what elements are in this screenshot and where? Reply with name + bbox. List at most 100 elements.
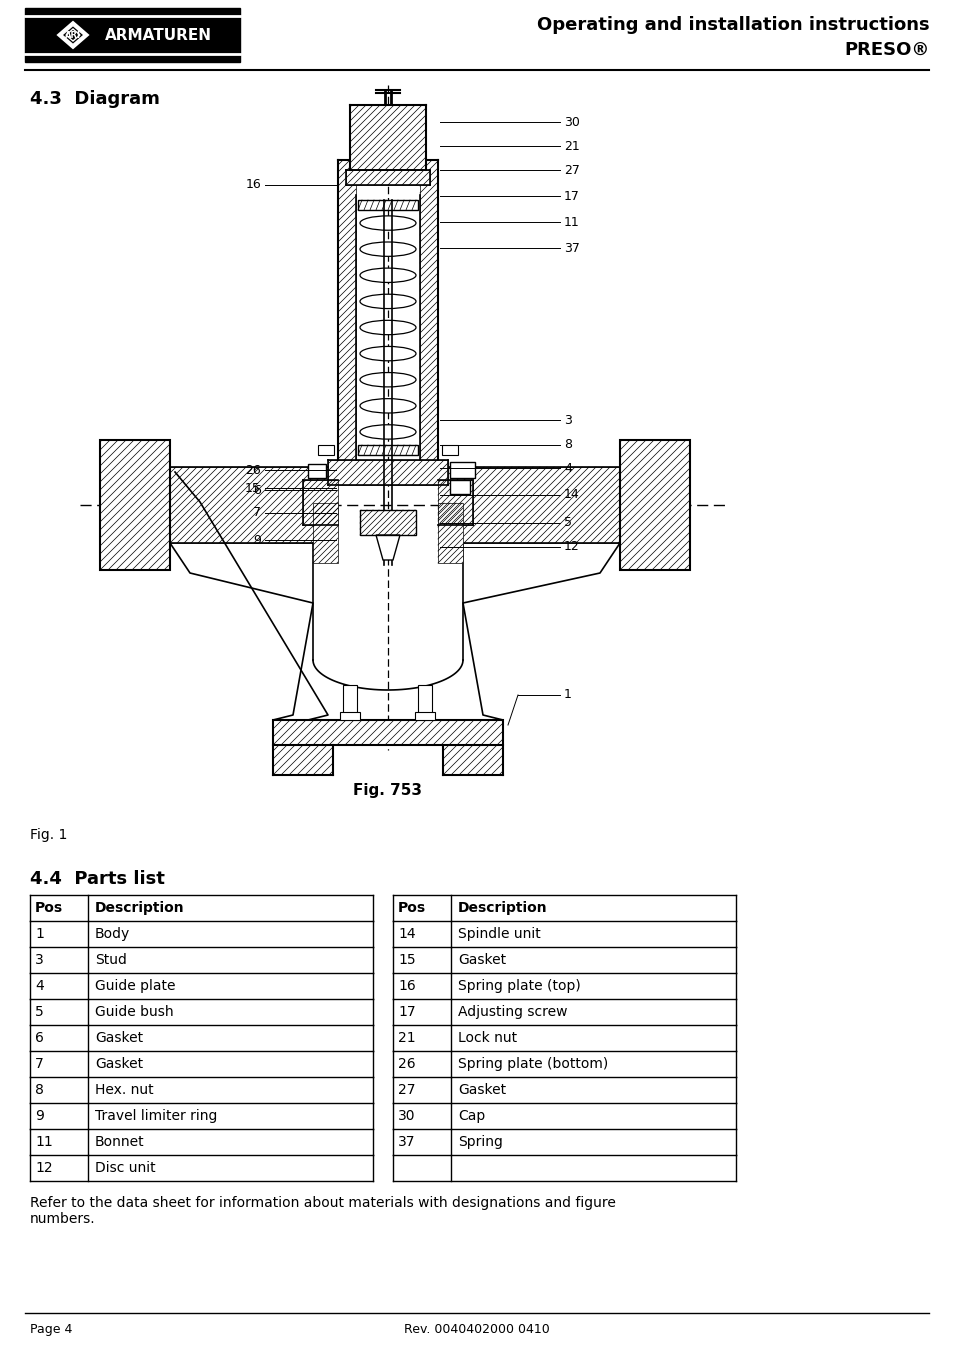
Text: 12: 12 [563,540,579,554]
Bar [313,503,337,563]
Text: Fig. 753: Fig. 753 [354,782,422,797]
Ellipse shape [359,320,416,335]
Bar [450,480,470,494]
Bar [273,720,502,744]
Text: Spring plate (bottom): Spring plate (bottom) [457,1056,608,1071]
Text: 4: 4 [563,462,571,474]
Bar [273,744,333,775]
Text: 7: 7 [35,1056,44,1071]
Text: 21: 21 [563,139,579,153]
Text: 9: 9 [253,534,261,547]
Bar [308,463,326,478]
Bar [359,509,416,535]
Text: 16: 16 [245,178,261,192]
Bar [346,170,430,185]
Bar [337,159,355,480]
Bar [273,720,502,744]
Text: Lock nut: Lock nut [457,1031,517,1046]
Text: Guide bush: Guide bush [95,1005,173,1019]
Text: Bonnet: Bonnet [95,1135,145,1148]
Bar [442,744,502,775]
Bar [343,685,356,715]
Text: Spring plate (top): Spring plate (top) [457,979,580,993]
Text: Hex. nut: Hex. nut [95,1084,153,1097]
Text: 1: 1 [35,927,44,942]
Ellipse shape [359,399,416,413]
Text: Gasket: Gasket [457,952,506,967]
Text: PRESO®: PRESO® [843,41,929,59]
Text: Cap: Cap [457,1109,485,1123]
Text: 8: 8 [35,1084,44,1097]
Polygon shape [58,22,88,49]
Ellipse shape [359,267,416,282]
Text: Spindle unit: Spindle unit [457,927,540,942]
Bar [437,480,473,526]
Ellipse shape [359,346,416,361]
Text: 4: 4 [35,979,44,993]
Text: Fig. 1: Fig. 1 [30,828,68,842]
Ellipse shape [359,373,416,386]
Text: Rev. 0040402000 0410: Rev. 0040402000 0410 [404,1323,549,1336]
Text: Body: Body [95,927,131,942]
Ellipse shape [359,242,416,257]
Text: 26: 26 [245,463,261,477]
Text: Gasket: Gasket [95,1031,143,1046]
Text: 14: 14 [397,927,416,942]
Bar [442,467,619,543]
Ellipse shape [359,295,416,308]
Text: ARI: ARI [65,31,81,39]
Text: Page 4: Page 4 [30,1323,72,1336]
Bar [170,467,333,543]
Text: Gasket: Gasket [457,1084,506,1097]
Text: 4.4  Parts list: 4.4 Parts list [30,870,165,888]
Ellipse shape [359,424,416,439]
Text: 30: 30 [563,115,579,128]
Bar [415,712,435,720]
Text: 8: 8 [563,439,572,451]
Text: Pos: Pos [35,901,63,915]
Bar [619,440,689,570]
Text: Disc unit: Disc unit [95,1161,155,1175]
Text: 17: 17 [397,1005,416,1019]
Text: 5: 5 [563,516,572,530]
Text: 12: 12 [35,1161,52,1175]
Text: 9: 9 [35,1109,44,1123]
Bar [441,444,457,455]
Ellipse shape [359,216,416,230]
Text: Travel limiter ring: Travel limiter ring [95,1109,217,1123]
Text: 6: 6 [253,484,261,497]
Bar [100,440,170,570]
Text: Adjusting screw: Adjusting screw [457,1005,567,1019]
Text: Pos: Pos [397,901,426,915]
Text: Gasket: Gasket [95,1056,143,1071]
Text: 27: 27 [563,163,579,177]
Text: 30: 30 [397,1109,416,1123]
Text: Description: Description [95,901,185,915]
Bar [25,8,240,62]
Bar [328,459,448,485]
Text: 17: 17 [563,189,579,203]
Text: Refer to the data sheet for information about materials with designations and fi: Refer to the data sheet for information … [30,1196,616,1227]
Bar [619,440,689,570]
Text: 1: 1 [563,689,571,701]
Text: ARMATUREN: ARMATUREN [105,27,212,42]
Bar [359,509,416,535]
Text: 7: 7 [253,507,261,520]
Text: Spring: Spring [457,1135,502,1148]
Bar [339,712,359,720]
Text: 21: 21 [397,1031,416,1046]
Text: 16: 16 [397,979,416,993]
Text: 27: 27 [397,1084,416,1097]
Text: 37: 37 [397,1135,416,1148]
Bar [100,440,170,570]
Bar [450,462,475,478]
Bar [417,685,432,715]
Text: 26: 26 [397,1056,416,1071]
Text: 3: 3 [35,952,44,967]
Polygon shape [375,535,399,561]
Bar [350,105,426,170]
Text: 4.3  Diagram: 4.3 Diagram [30,91,160,108]
Text: Description: Description [457,901,547,915]
Text: Stud: Stud [95,952,127,967]
Bar [303,480,337,526]
